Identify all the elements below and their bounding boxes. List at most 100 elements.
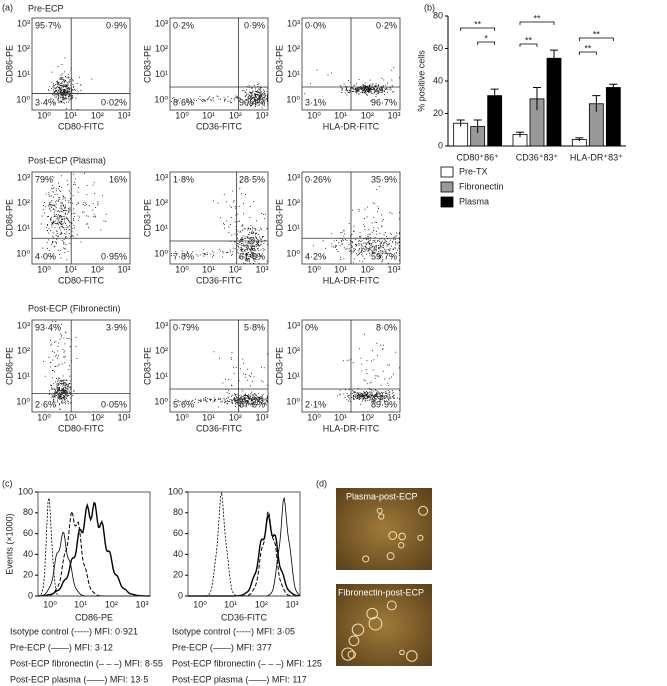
event-dot [196,100,197,101]
event-dot [391,255,393,257]
event-dot [376,89,378,90]
event-dot [264,103,265,105]
event-dot [73,181,75,183]
event-dot [352,88,354,90]
event-dot [257,247,259,249]
y-axis-title: % positive cells [416,50,426,112]
event-dot [52,350,53,352]
event-dot [257,84,259,85]
event-dot [71,97,73,99]
event-dot [232,394,234,396]
event-dot [264,90,265,92]
event-dot [240,402,242,403]
event-dot [327,74,329,76]
event-dot [260,98,262,100]
y-tick-label: 10¹ [17,69,30,79]
y-tick-label: 80 [23,507,33,517]
event-dot [57,391,59,392]
event-dot [66,380,68,382]
event-dot [252,403,254,405]
event-dot [61,380,62,382]
event-dot [243,362,244,364]
event-dot [239,404,241,406]
event-dot [245,393,246,395]
event-dot [259,254,261,256]
event-dot [358,88,360,90]
event-dot [205,398,207,400]
event-dot [371,398,373,400]
event-dot [247,252,249,254]
y-axis-title: CD83-PE [142,199,152,237]
event-dot [53,394,55,396]
event-dot [63,396,65,398]
event-dot [399,250,400,252]
bar [605,87,621,147]
event-dot [248,227,250,229]
event-dot [61,402,63,404]
event-dot [239,242,241,243]
event-dot [171,255,172,257]
event-dot [366,247,368,249]
event-dot [198,98,200,100]
event-dot [242,235,244,237]
event-dot [51,176,53,177]
event-dot [369,249,371,250]
event-dot [257,98,259,99]
event-dot [58,90,59,91]
event-dot [374,203,376,205]
quadrant-percent: 16% [109,174,127,184]
event-dot [374,394,376,396]
event-dot [63,91,64,93]
event-dot [365,237,367,239]
event-dot [197,399,199,401]
event-dot [240,405,242,407]
event-dot [60,87,62,89]
event-dot [254,90,256,92]
event-dot [376,233,378,235]
event-dot [212,98,214,100]
event-dot [381,393,383,395]
event-dot [64,206,66,208]
event-dot [59,85,61,87]
event-dot [68,369,70,370]
x-tick-label: 10¹ [202,412,215,422]
event-dot [253,101,255,102]
event-dot [58,96,60,98]
event-dot [372,252,374,253]
event-dot [60,395,62,397]
event-dot [69,79,71,81]
event-dot [264,99,266,101]
event-dot [358,87,360,89]
event-dot [210,400,211,401]
event-dot [365,85,366,87]
bar [453,122,469,147]
event-dot [240,249,241,251]
bar [487,95,503,147]
event-dot [248,397,250,399]
x-tick-label: 10⁰ [37,412,51,422]
event-dot [358,398,360,400]
event-dot [55,188,57,190]
event-dot [257,90,259,92]
event-dot [54,396,55,397]
event-dot [234,241,236,242]
event-dot [252,226,254,228]
event-dot [230,241,232,242]
event-dot [65,213,67,215]
cell [366,607,378,620]
event-dot [379,88,380,90]
event-dot [59,389,60,390]
event-dot [244,376,246,378]
event-dot [63,204,64,206]
event-dot [54,102,56,104]
event-dot [76,234,78,236]
event-dot [257,94,259,96]
quadrant-percent: 87·6% [239,399,265,409]
y-tick-label: 10² [17,346,30,356]
event-dot [49,366,51,368]
event-dot [232,402,233,404]
event-dot [258,253,260,255]
event-dot [66,218,68,219]
event-dot [248,261,250,263]
event-dot [376,249,377,251]
